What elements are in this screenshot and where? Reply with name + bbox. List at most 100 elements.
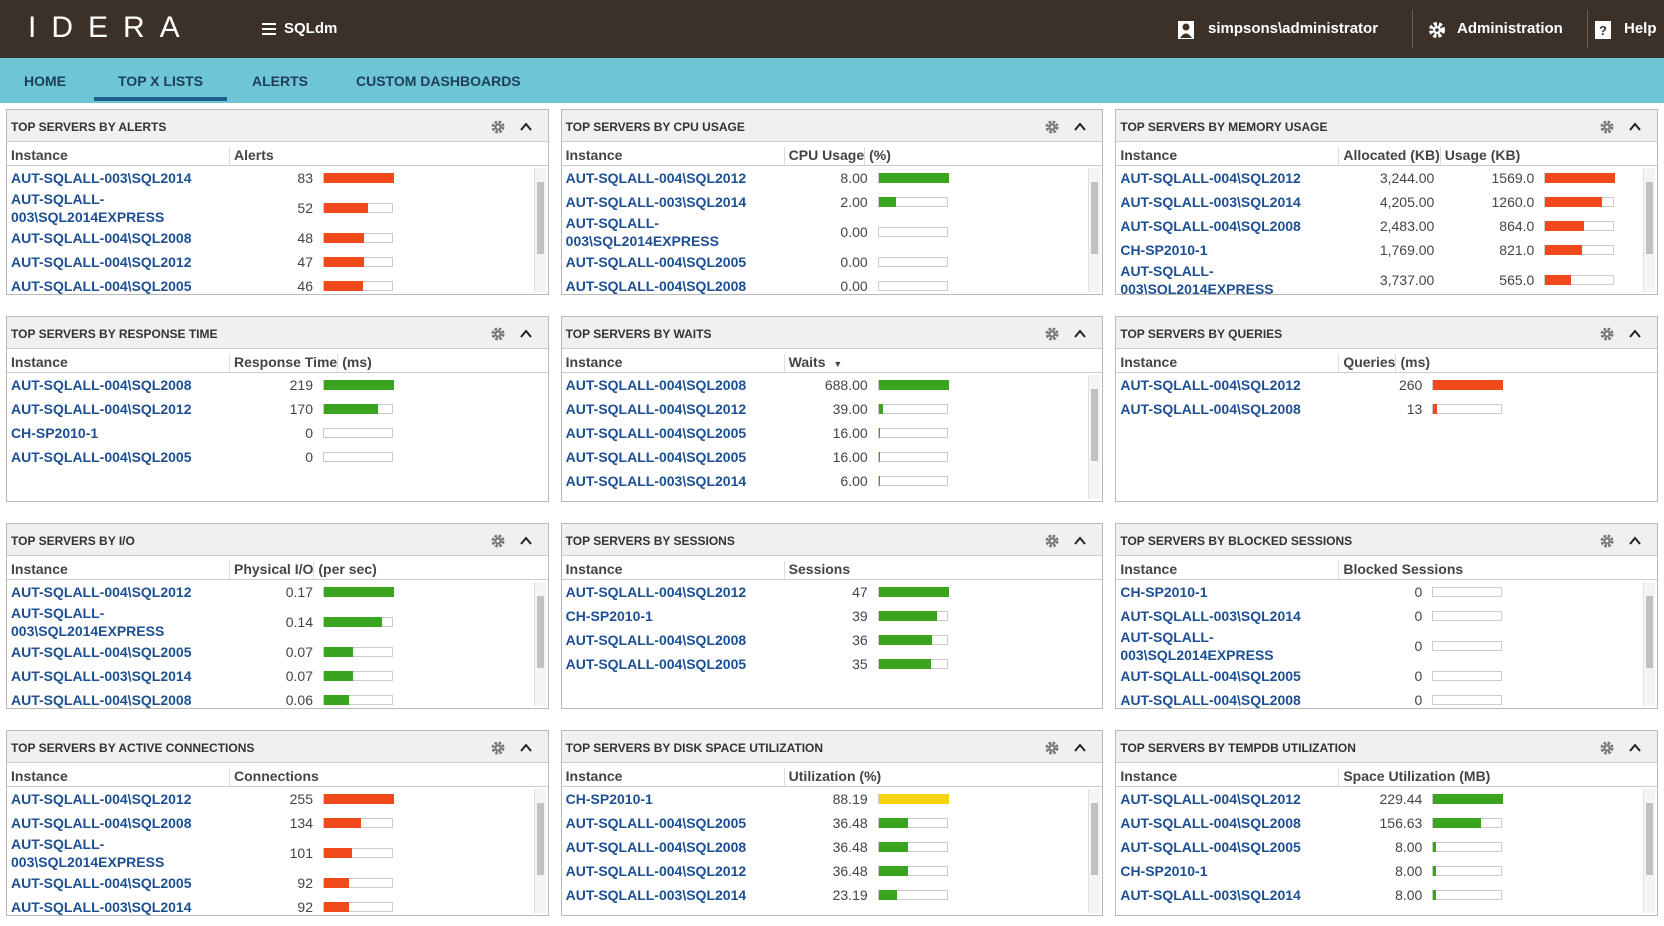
column-title[interactable]: (ms) (337, 354, 372, 372)
panel-controls[interactable] (490, 740, 540, 756)
column-title[interactable]: Connections (229, 768, 319, 786)
instance-link[interactable]: AUT-SQLALL-003\SQL2014EXPRESS (1120, 263, 1274, 295)
instance-link[interactable]: AUT-SQLALL-004\SQL2008 (11, 815, 192, 831)
logo[interactable]: IDERA (28, 11, 195, 44)
instance-link[interactable]: AUT-SQLALL-004\SQL2005 (565, 425, 747, 441)
column-title[interactable]: Usage (KB) (1439, 147, 1520, 165)
instance-link[interactable]: AUT-SQLALL-003\SQL2014EXPRESS (1120, 629, 1274, 663)
panel-controls[interactable] (490, 119, 540, 135)
panel-controls[interactable] (1599, 119, 1649, 135)
column-title[interactable]: Instance (11, 354, 68, 370)
instance-link[interactable]: AUT-SQLALL-004\SQL2012 (565, 170, 747, 186)
instance-link[interactable]: CH-SP2010-1 (565, 608, 653, 624)
instance-link[interactable]: AUT-SQLALL-004\SQL2008 (1120, 815, 1301, 831)
column-title[interactable]: Instance (1120, 147, 1178, 163)
instance-link[interactable]: AUT-SQLALL-004\SQL2005 (11, 644, 192, 660)
instance-link[interactable]: AUT-SQLALL-004\SQL2005 (565, 815, 747, 831)
instance-link[interactable]: AUT-SQLALL-004\SQL2012 (1120, 791, 1301, 807)
instance-link[interactable]: AUT-SQLALL-004\SQL2012 (1120, 170, 1301, 186)
instance-link[interactable]: AUT-SQLALL-004\SQL2012 (11, 584, 192, 600)
nav-tab[interactable]: HOME (24, 73, 66, 89)
column-title[interactable]: Utilization (%) (783, 768, 881, 786)
column-title[interactable]: Instance (1120, 561, 1178, 577)
instance-link[interactable]: AUT-SQLALL-004\SQL2005 (565, 449, 747, 465)
column-title[interactable]: Sessions (783, 561, 850, 579)
column-title[interactable]: Instance (11, 768, 68, 784)
instance-link[interactable]: AUT-SQLALL-004\SQL2005 (565, 254, 747, 270)
column-title[interactable]: (%) (864, 147, 891, 165)
column-title[interactable]: Instance (565, 768, 623, 784)
column-title[interactable]: Instance (11, 561, 68, 577)
instance-link[interactable]: AUT-SQLALL-004\SQL2012 (565, 401, 747, 417)
instance-link[interactable]: CH-SP2010-1 (11, 425, 99, 441)
scrollbar[interactable] (1088, 168, 1101, 292)
instance-link[interactable]: AUT-SQLALL-004\SQL2005 (1120, 839, 1301, 855)
column-title[interactable]: Instance (11, 147, 68, 163)
instance-link[interactable]: AUT-SQLALL-004\SQL2012 (11, 254, 192, 270)
instance-link[interactable]: AUT-SQLALL-004\SQL2008 (11, 377, 192, 393)
instance-link[interactable]: AUT-SQLALL-004\SQL2005 (1120, 668, 1301, 684)
column-title[interactable]: CPU Usage (783, 147, 864, 165)
column-title[interactable]: Instance (565, 147, 623, 163)
column-title[interactable]: Instance (565, 561, 623, 577)
panel-controls[interactable] (490, 533, 540, 549)
instance-link[interactable]: AUT-SQLALL-004\SQL2008 (1120, 692, 1301, 708)
instance-link[interactable]: AUT-SQLALL-004\SQL2005 (11, 449, 192, 465)
instance-link[interactable]: CH-SP2010-1 (1120, 584, 1208, 600)
column-title[interactable]: Response Time (229, 354, 337, 372)
instance-link[interactable]: AUT-SQLALL-003\SQL2014 (11, 668, 192, 684)
instance-link[interactable]: AUT-SQLALL-003\SQL2014EXPRESS (11, 836, 165, 870)
panel-controls[interactable] (1599, 740, 1649, 756)
instance-link[interactable]: AUT-SQLALL-004\SQL2005 (565, 656, 747, 672)
instance-link[interactable]: AUT-SQLALL-003\SQL2014 (565, 473, 747, 489)
instance-link[interactable]: AUT-SQLALL-004\SQL2012 (11, 791, 192, 807)
instance-link[interactable]: AUT-SQLALL-004\SQL2008 (565, 377, 747, 393)
column-title[interactable]: (per sec) (313, 561, 377, 579)
scrollbar[interactable] (1643, 789, 1655, 913)
scrollbar[interactable] (533, 789, 546, 913)
scrollbar[interactable] (1643, 582, 1655, 706)
scrollbar[interactable] (533, 582, 546, 706)
instance-link[interactable]: CH-SP2010-1 (1120, 863, 1208, 879)
panel-controls[interactable] (490, 326, 540, 342)
column-title[interactable]: Allocated (KB) (1338, 147, 1440, 165)
column-title[interactable]: Instance (1120, 354, 1178, 370)
instance-link[interactable]: AUT-SQLALL-004\SQL2008 (11, 230, 192, 246)
nav-tab[interactable]: TOP X LISTS (94, 73, 228, 101)
panel-controls[interactable] (1599, 533, 1649, 549)
instance-link[interactable]: AUT-SQLALL-003\SQL2014 (565, 194, 747, 210)
instance-link[interactable]: AUT-SQLALL-004\SQL2008 (1120, 401, 1301, 417)
instance-link[interactable]: CH-SP2010-1 (1120, 242, 1208, 258)
scrollbar[interactable] (1088, 375, 1101, 499)
admin-menu[interactable]: Administration (1457, 20, 1563, 37)
column-title[interactable]: Instance (565, 354, 623, 370)
instance-link[interactable]: AUT-SQLALL-004\SQL2005 (11, 278, 192, 294)
instance-link[interactable]: AUT-SQLALL-003\SQL2014 (1120, 608, 1301, 624)
column-title[interactable]: Blocked Sessions (1338, 561, 1463, 579)
nav-tab[interactable]: ALERTS (252, 73, 308, 89)
panel-controls[interactable] (1044, 533, 1094, 549)
scrollbar[interactable] (1643, 168, 1655, 292)
instance-link[interactable]: AUT-SQLALL-003\SQL2014 (1120, 887, 1301, 903)
instance-link[interactable]: CH-SP2010-1 (565, 791, 653, 807)
instance-link[interactable]: AUT-SQLALL-004\SQL2012 (565, 863, 747, 879)
instance-link[interactable]: AUT-SQLALL-004\SQL2008 (565, 632, 747, 648)
instance-link[interactable]: AUT-SQLALL-004\SQL2008 (1120, 218, 1301, 234)
instance-link[interactable]: AUT-SQLALL-003\SQL2014EXPRESS (11, 191, 165, 225)
instance-link[interactable]: AUT-SQLALL-004\SQL2008 (11, 692, 192, 708)
scrollbar[interactable] (1088, 789, 1101, 913)
column-title[interactable]: Space Utilization (MB) (1338, 768, 1490, 786)
column-title[interactable]: (ms) (1395, 354, 1430, 372)
instance-link[interactable]: AUT-SQLALL-004\SQL2005 (11, 875, 192, 891)
panel-controls[interactable] (1044, 740, 1094, 756)
nav-tab[interactable]: CUSTOM DASHBOARDS (356, 73, 521, 89)
instance-link[interactable]: AUT-SQLALL-004\SQL2012 (11, 401, 192, 417)
column-title[interactable]: Instance (1120, 768, 1178, 784)
instance-link[interactable]: AUT-SQLALL-004\SQL2008 (565, 278, 747, 294)
instance-link[interactable]: AUT-SQLALL-003\SQL2014 (565, 887, 747, 903)
panel-controls[interactable] (1044, 326, 1094, 342)
instance-link[interactable]: AUT-SQLALL-003\SQL2014 (1120, 194, 1301, 210)
panel-controls[interactable] (1044, 119, 1094, 135)
column-title[interactable]: Alerts (229, 147, 274, 165)
column-title[interactable]: Queries (1338, 354, 1395, 372)
